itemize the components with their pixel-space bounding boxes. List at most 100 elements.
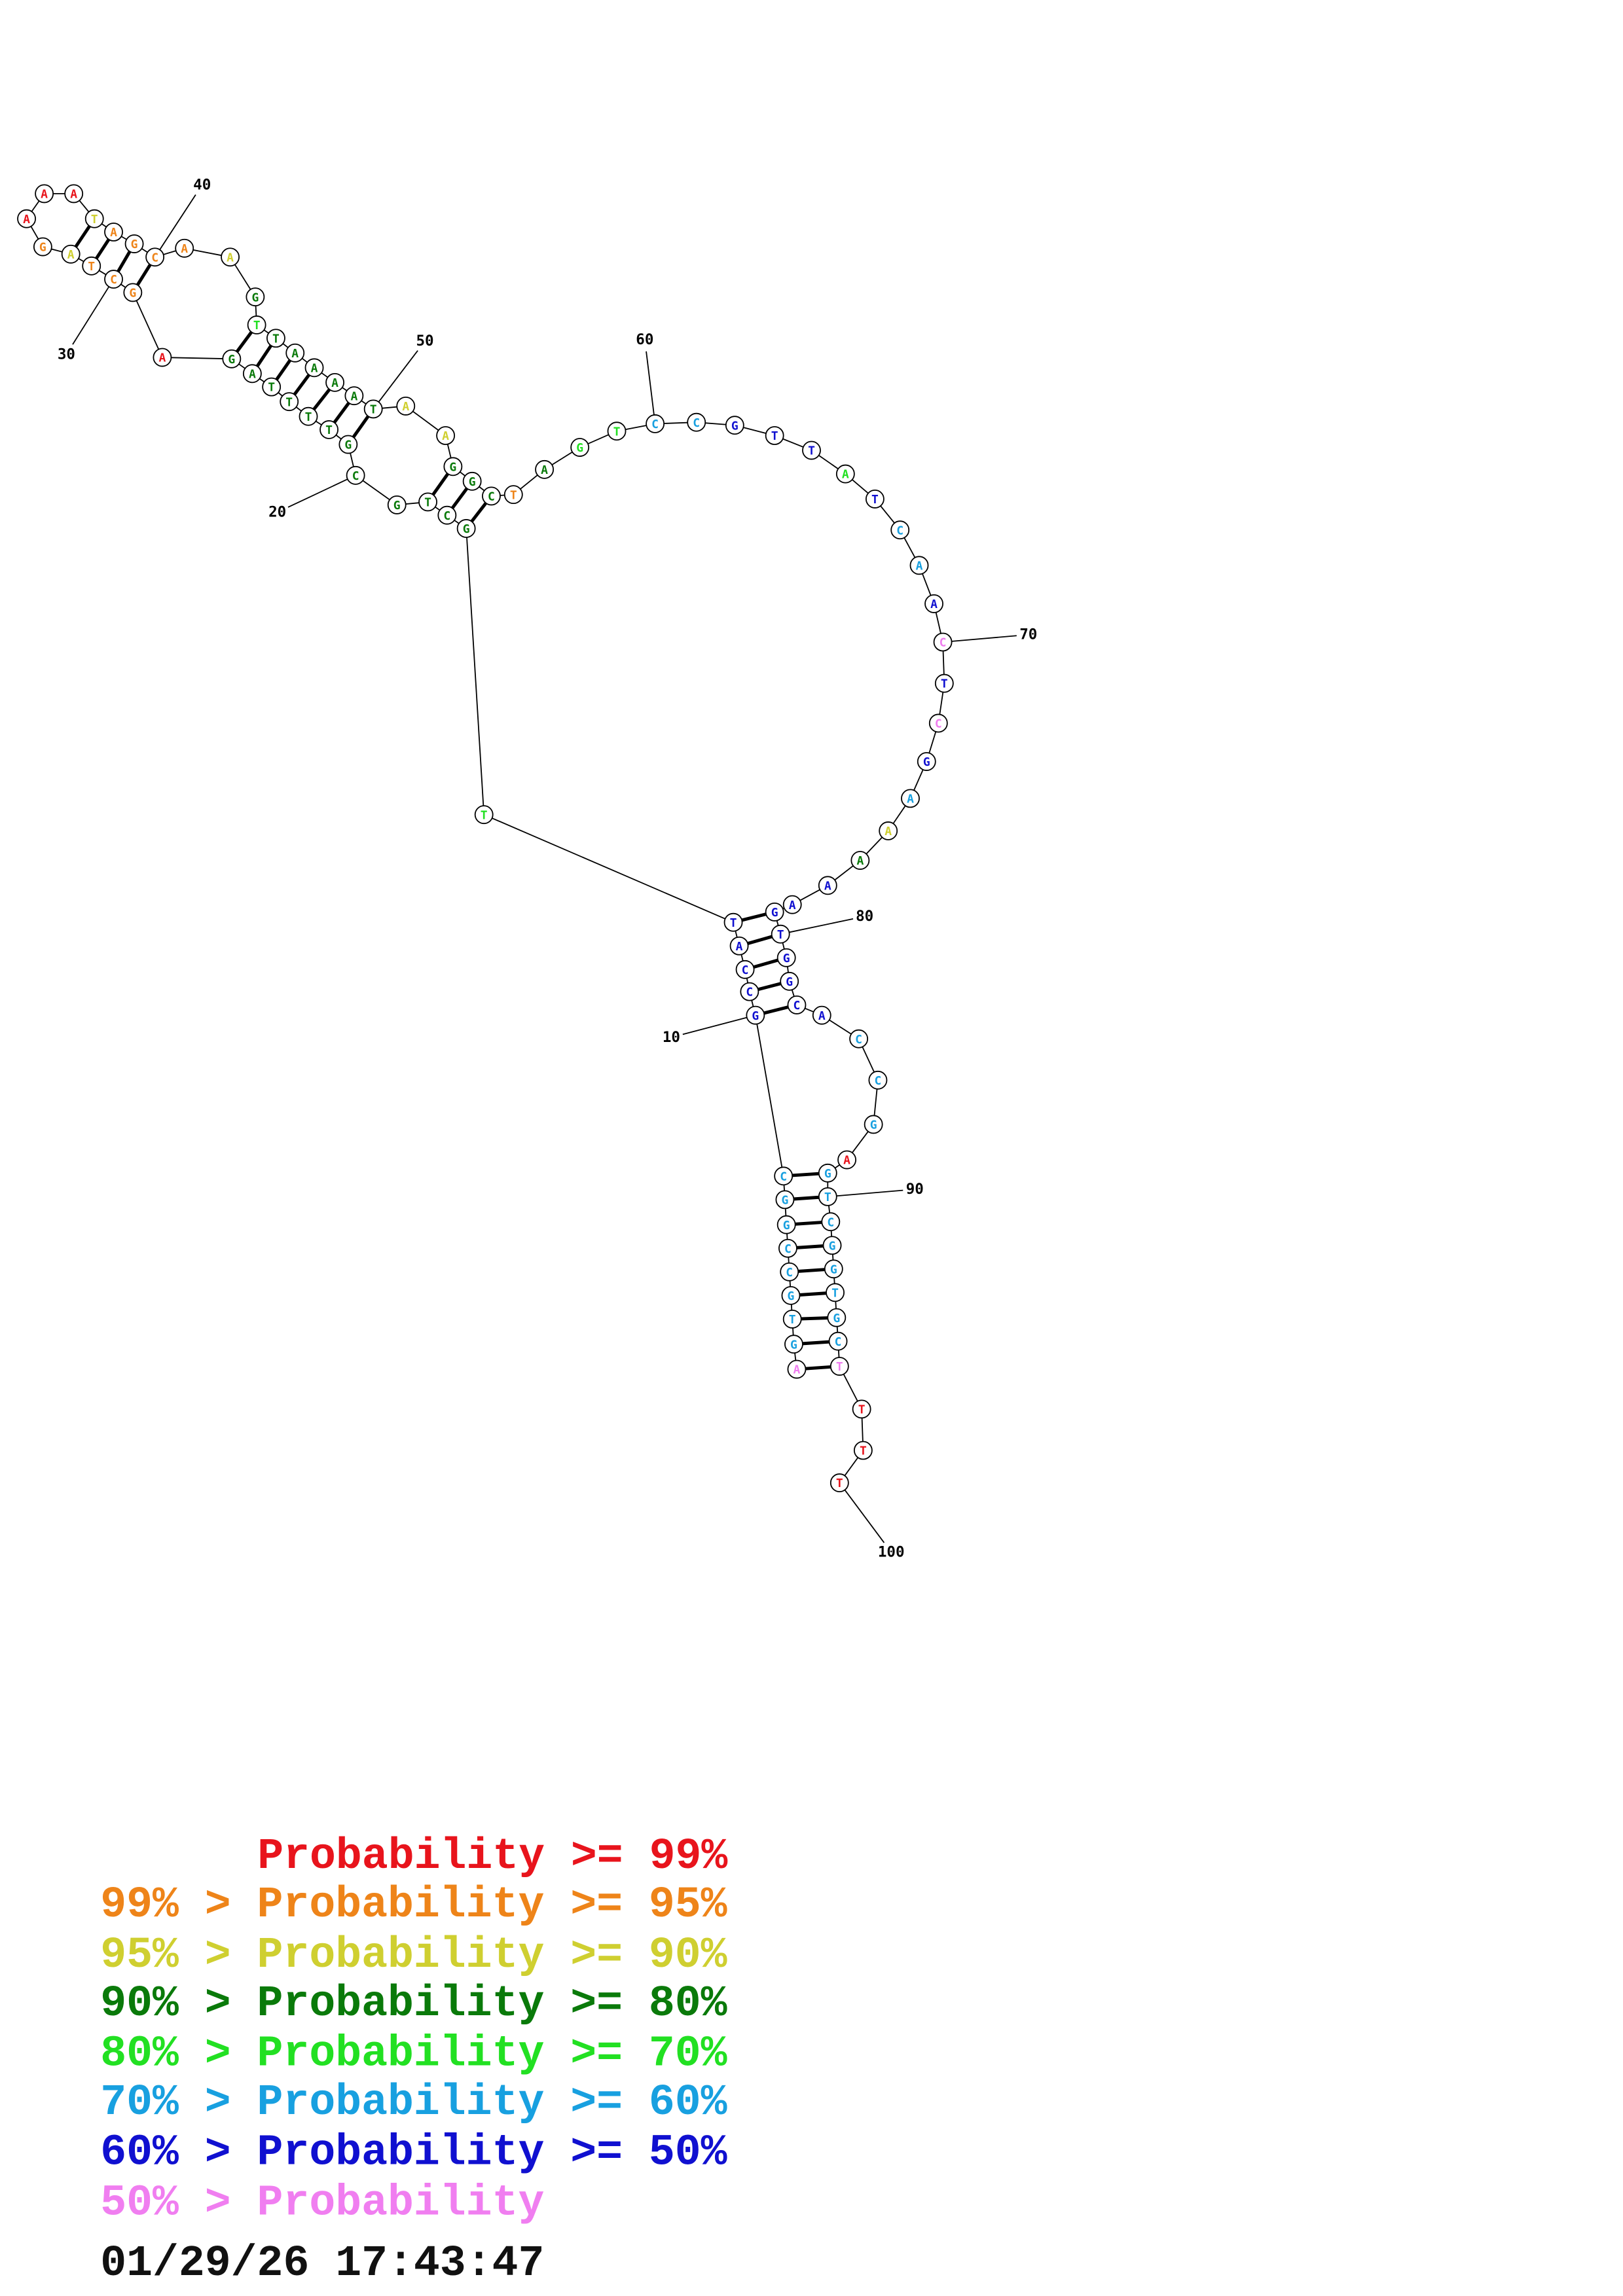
nucleotide [396, 396, 416, 416]
nucleotide-base: C [693, 416, 700, 430]
nucleotide [771, 924, 790, 944]
legend-entry: 50% > Probability [100, 2178, 544, 2227]
nucleotide-base: A [331, 376, 338, 390]
nucleotide-base: T [858, 1403, 866, 1417]
nucleotide-base: A [907, 793, 914, 806]
nucleotide-base: T [789, 1313, 796, 1327]
nucleotide [124, 234, 144, 253]
nucleotide-base: A [916, 559, 923, 573]
nucleotide-base: G [788, 1289, 795, 1303]
nucleotide-base: C [651, 418, 659, 431]
nucleotide [153, 348, 172, 367]
nucleotide-base: C [780, 1170, 787, 1183]
position-label: 30 [58, 346, 75, 363]
nucleotide [830, 1357, 849, 1376]
nucleotide [879, 821, 898, 840]
nucleotide [865, 489, 884, 509]
nucleotide [246, 287, 265, 307]
nucleotide-base: C [896, 524, 903, 537]
nucleotide-base: G [783, 1219, 790, 1232]
nucleotide-base: G [129, 287, 136, 300]
label-tick [287, 478, 348, 508]
legend-entry: 95% > Probability >= 90% [100, 1931, 727, 1980]
label-tick [72, 286, 110, 345]
nucleotide [780, 971, 799, 991]
nucleotide-base: T [771, 429, 778, 443]
nucleotide-base: C [939, 636, 947, 650]
nucleotide [436, 426, 456, 445]
nucleotide [363, 399, 383, 419]
nucleotide [418, 492, 437, 512]
legend-entry: 70% > Probability >= 60% [100, 2078, 727, 2127]
nucleotide [917, 752, 936, 771]
nucleotide-base: T [808, 444, 815, 458]
nucleotide [456, 519, 476, 538]
nucleotide-base: T [253, 319, 261, 332]
nucleotide [35, 184, 54, 204]
position-label: 70 [1019, 626, 1037, 643]
nucleotide-base: T [941, 677, 948, 691]
nucleotide [812, 1005, 831, 1025]
nucleotide [827, 1308, 847, 1327]
nucleotide-base: G [393, 499, 401, 512]
nucleotide-base: A [541, 463, 548, 477]
nucleotide-base: A [41, 188, 48, 202]
nucleotide-base: A [884, 825, 892, 838]
nucleotide [437, 505, 457, 525]
nucleotide [221, 247, 240, 267]
nucleotide [242, 364, 262, 384]
nucleotide-base: A [856, 854, 864, 868]
nucleotide-base: T [91, 213, 98, 226]
nucleotide-base: C [488, 490, 495, 504]
nucleotide-base: T [510, 488, 517, 502]
nucleotide-base: T [481, 808, 488, 822]
nucleotide [775, 1190, 795, 1210]
position-label: 40 [193, 176, 211, 193]
nucleotide-base: C [151, 251, 158, 264]
nucleotide [646, 414, 665, 433]
nucleotide-base: T [424, 496, 431, 510]
nucleotide [822, 1236, 842, 1255]
nucleotide-base: G [731, 419, 739, 433]
label-tick [682, 1016, 748, 1035]
nucleotide-base: G [771, 906, 778, 920]
nucleotide [818, 1187, 837, 1206]
nucleotide-base: G [870, 1119, 877, 1132]
nucleotide-base: G [463, 522, 470, 536]
position-label: 10 [663, 1029, 680, 1046]
label-tick [159, 194, 196, 250]
nucleotide [262, 377, 282, 397]
nucleotide [84, 209, 104, 228]
nucleotide-base: G [833, 1312, 840, 1325]
position-label: 60 [636, 331, 653, 348]
nucleotide [175, 238, 194, 258]
nucleotide [247, 315, 266, 334]
nucleotide [830, 1473, 849, 1492]
nucleotide [145, 247, 165, 267]
nucleotide-base: C [746, 986, 753, 999]
nucleotide-base: G [449, 460, 456, 474]
nucleotide [890, 520, 910, 540]
position-label: 90 [906, 1181, 924, 1198]
backbone [132, 292, 163, 358]
nucleotide-base: G [752, 1009, 759, 1023]
nucleotide-base: T [860, 1444, 867, 1458]
nucleotide [503, 485, 523, 505]
nucleotide [776, 1215, 796, 1234]
backbone [754, 1015, 784, 1176]
nucleotide [123, 283, 143, 302]
nucleotide [934, 673, 954, 693]
nucleotide-base: C [835, 1335, 842, 1349]
label-tick [378, 350, 418, 403]
nucleotide-base: G [783, 952, 790, 965]
nucleotide-base: T [824, 1191, 831, 1204]
nucleotide [104, 223, 123, 242]
nucleotide-base: G [469, 475, 476, 489]
nucleotide-base: A [789, 899, 796, 912]
nucleotide-base: A [930, 598, 938, 611]
position-label: 100 [878, 1543, 905, 1560]
nucleotide-base: A [158, 351, 166, 365]
nucleotide [818, 1163, 837, 1183]
nucleotide [535, 459, 555, 479]
nucleotide [901, 789, 920, 808]
